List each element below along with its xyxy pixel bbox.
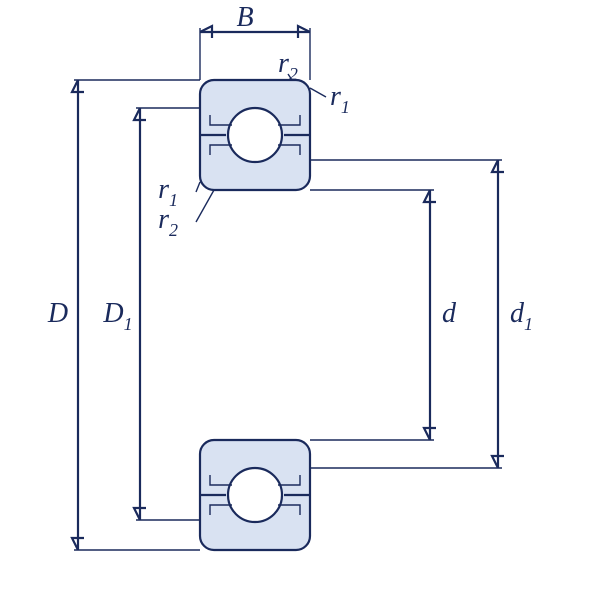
label-d: d — [442, 298, 457, 329]
label-d1: d1 — [510, 298, 533, 334]
bearing-diagram: Br1r2r1r2DD1dd1 — [0, 0, 600, 600]
label-D1: D1 — [102, 298, 132, 334]
label-D: D — [47, 298, 68, 329]
label-B: B — [236, 2, 253, 33]
label-r1-top: r1 — [330, 81, 350, 117]
ball — [228, 108, 282, 162]
ball — [228, 468, 282, 522]
label-r2-top: r2 — [278, 48, 298, 84]
